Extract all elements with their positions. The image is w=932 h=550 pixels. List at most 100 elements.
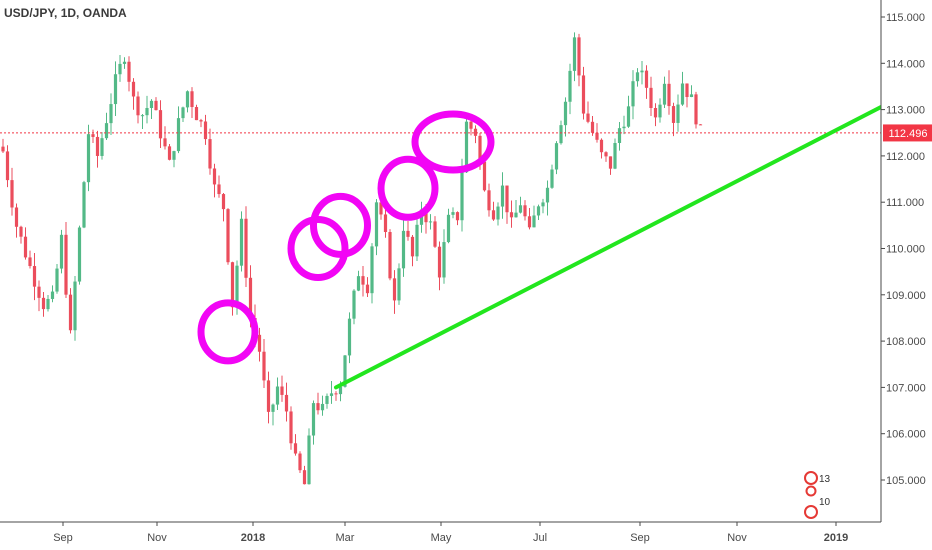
candle-body <box>577 37 581 76</box>
last-price-tag-box <box>883 124 932 142</box>
annotation-circle[interactable] <box>310 192 371 258</box>
candles-layer <box>1 32 703 485</box>
time-tick-label: Sep <box>53 532 73 544</box>
candle-body <box>356 276 361 291</box>
candle-body <box>658 104 662 118</box>
candle-body <box>289 411 293 444</box>
candle-body <box>82 182 86 228</box>
candle-body <box>194 107 199 121</box>
candle-body <box>91 134 95 137</box>
price-axis: 105.000 106.000 107.000 108.000 109.000 110.0… <box>881 12 926 487</box>
candle-body <box>127 61 131 82</box>
candle-body <box>275 386 280 405</box>
candle-body <box>244 218 248 278</box>
candle-body <box>680 83 685 105</box>
candle-body <box>370 246 374 294</box>
candle-body <box>185 91 190 108</box>
time-tick-label: 2018 <box>241 532 265 544</box>
price-tick-label: 111.000 <box>886 197 924 209</box>
candle-body <box>487 190 491 211</box>
price-axis-panel[interactable] <box>881 0 932 522</box>
candle-body <box>374 202 379 247</box>
candle-body <box>694 94 698 125</box>
candle-body <box>505 185 509 213</box>
candle-body <box>325 395 329 404</box>
time-tick-label: Jul <box>533 532 547 544</box>
annotation-circle[interactable] <box>411 110 495 174</box>
candle-body <box>235 265 239 308</box>
candle-body <box>208 139 212 169</box>
candle-body <box>154 100 158 111</box>
candle-body <box>199 120 203 122</box>
price-tick-label: 109.000 <box>886 290 926 302</box>
candle-body <box>379 202 383 215</box>
last-price-label: 112.496 <box>889 128 928 140</box>
time-tick-label: Sep <box>630 532 650 544</box>
candle-body <box>541 202 545 207</box>
candle-body <box>23 236 28 258</box>
candle-body <box>293 443 298 454</box>
candle-body <box>217 184 221 195</box>
candle-body <box>307 435 311 485</box>
candle-body <box>671 106 676 123</box>
candle-body <box>613 142 617 169</box>
candle-body <box>158 110 163 139</box>
annotation-circle[interactable] <box>377 155 439 221</box>
candle-body <box>19 226 23 237</box>
candle-body <box>410 236 415 257</box>
price-tick-label: 112.000 <box>886 151 925 163</box>
candle-body <box>518 205 523 213</box>
time-tick-label: Nov <box>727 532 747 544</box>
price-tick-label: 108.000 <box>886 336 926 348</box>
candle-body <box>86 134 91 183</box>
candle-body <box>460 172 464 221</box>
candle-body <box>554 143 559 170</box>
candle-body <box>50 291 55 299</box>
candle-body <box>446 214 451 243</box>
chart-title: USD/JPY, 1D, OANDA <box>4 6 127 20</box>
candle-body <box>329 393 334 396</box>
candle-body <box>113 74 118 105</box>
candle-body <box>415 224 419 257</box>
candle-body <box>676 104 680 123</box>
time-tick-label: Nov <box>147 532 167 544</box>
candle-body <box>316 403 320 411</box>
candle-body <box>10 180 14 208</box>
candle-body <box>248 277 253 318</box>
candle-body <box>649 87 653 109</box>
candle-body <box>455 212 460 221</box>
candle-body <box>527 216 532 228</box>
candle-body <box>532 215 536 228</box>
candle-body <box>401 230 406 269</box>
candle-body <box>271 404 275 412</box>
price-tick-label: 106.000 <box>886 429 926 441</box>
candle-body <box>424 209 428 223</box>
candle-body <box>406 230 410 237</box>
candle-body <box>172 151 176 160</box>
trendline[interactable] <box>334 93 905 390</box>
annotation-circles[interactable] <box>197 110 495 365</box>
candle-body <box>118 63 122 75</box>
candle-body <box>176 118 181 152</box>
candle-body <box>622 126 626 129</box>
candle-body <box>599 139 604 153</box>
annotation-circle[interactable] <box>197 299 259 365</box>
events-badge[interactable]: 13 10 <box>804 471 831 519</box>
candle-body <box>46 298 50 310</box>
candle-body <box>280 386 284 395</box>
candle-body <box>55 268 59 292</box>
candle-body <box>64 234 68 295</box>
candle-body <box>226 209 230 263</box>
candle-body <box>698 124 703 126</box>
candle-body <box>145 107 149 116</box>
candle-body <box>545 187 550 203</box>
candle-body <box>361 276 365 285</box>
annotation-circle[interactable] <box>287 216 349 281</box>
time-axis: Sep Nov 2018 Mar May Jul Sep Nov 2019 <box>53 522 848 544</box>
candle-body <box>388 232 392 279</box>
candle-body <box>662 83 667 105</box>
candle-body <box>298 453 302 471</box>
candle-body <box>478 135 482 162</box>
candle-body <box>464 121 469 173</box>
